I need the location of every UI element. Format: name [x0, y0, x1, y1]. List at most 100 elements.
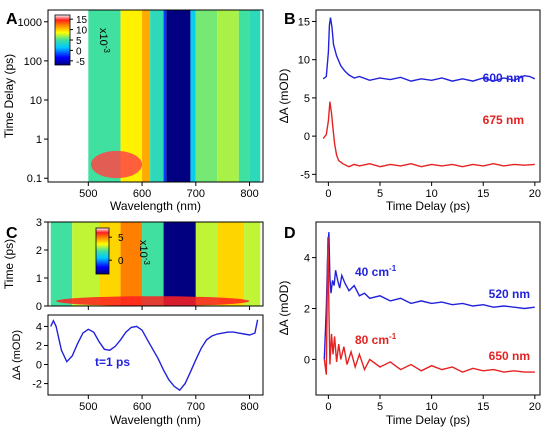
colorbar-a-tick-label: -5 — [76, 57, 85, 68]
heatmap-c-ylabel: Time (ps) — [2, 239, 16, 289]
spectrum-annotation: t=1 ps — [95, 355, 130, 369]
heatmap-a-cells — [48, 10, 263, 182]
heatmap-a-frame — [47, 9, 264, 183]
colorbar-a-tick-label: 15 — [76, 15, 88, 26]
colorbar-a — [54, 14, 71, 66]
heatmap-c-frame — [47, 221, 264, 307]
plot-b-series-1 — [322, 101, 535, 168]
heatmap-a-band — [150, 10, 164, 182]
plot-d-series — [323, 232, 535, 375]
plot-b-frame — [315, 9, 541, 183]
plot-b-xtick-label: 0 — [325, 188, 331, 200]
heatmap-a-hotspot — [91, 150, 143, 179]
series-label-675nm: 675 nm — [483, 113, 524, 127]
heatmap-a-xlabel: Wavelength (nm) — [110, 199, 201, 213]
plot-d-series-1 — [323, 237, 535, 375]
plot-d-xlabel: Time Delay (ps) — [386, 413, 470, 427]
heatmap-c-cells — [48, 222, 263, 306]
plot-c-xlabel: Wavelength (nm) — [110, 413, 201, 427]
plot-d-ylabel: ΔA (mOD) — [277, 281, 291, 336]
colorbar-c-tick-label: 0 — [118, 256, 124, 267]
heatmap-c-axes: 0 1 2 3 — [36, 217, 251, 313]
plot-c-ylabel: ΔA (mOD) — [11, 330, 23, 380]
heatmap-a-xtick-label: 600 — [133, 188, 151, 200]
plot-d-xtick-label: 10 — [425, 401, 437, 413]
plot-b-series-0 — [322, 17, 536, 82]
series-label-650nm: 650 nm — [489, 349, 530, 363]
heatmap-a-ytick-label: 100 — [24, 56, 42, 68]
plot-c-axes: 500 600 700 800 -2 0 2 4 — [32, 321, 259, 413]
plot-b-xtick-label: 15 — [477, 188, 489, 200]
heatmap-a-band — [166, 10, 191, 182]
colorbar-c-scale: x10-3 — [137, 240, 151, 265]
plot-c-ytick-label: 2 — [36, 340, 42, 352]
colorbar-a-tick-label: 10 — [76, 26, 88, 37]
plot-d-xtick-label: 20 — [529, 401, 541, 413]
plot-b-ytick-label: 10 — [298, 55, 310, 67]
heatmap-a-band — [142, 10, 151, 182]
heatmap-a-band — [195, 10, 218, 182]
plot-b-ytick-label: 5 — [304, 93, 310, 105]
colorbar-a-tick-label: 0 — [76, 46, 82, 57]
plot-b-xtick-label: 10 — [425, 188, 437, 200]
heatmap-c-hotspot — [56, 296, 250, 306]
plot-b-xtick-label: 5 — [377, 188, 383, 200]
heatmap-a-band — [238, 10, 250, 182]
plot-b-xlabel: Time Delay (ps) — [386, 199, 470, 213]
plot-c-ytick-label: 0 — [36, 360, 42, 372]
panel-letter-a: A — [6, 11, 18, 28]
panel-letter-d: D — [284, 225, 296, 242]
heatmap-c-band — [163, 222, 196, 306]
plot-c-xtick-label: 700 — [187, 401, 205, 413]
plot-c-xtick-label: 500 — [79, 401, 97, 413]
heatmap-a-ytick-label: 0.1 — [27, 173, 42, 185]
plot-b-ytick-label: 15 — [298, 16, 310, 28]
plot-d-ytick-label: 4 — [304, 253, 310, 265]
annotation-40cm: 40 cm-1 — [355, 264, 397, 279]
colorbar-a-scale: x10-3 — [97, 28, 111, 53]
panel-b-kinetics: 0 5 10 15 20 -5 0 5 10 15 600 nm 675 nm Time Dela… — [277, 9, 541, 213]
plot-c-xtick-label: 800 — [240, 401, 258, 413]
heatmap-c-band — [244, 222, 261, 306]
heatmap-a-band — [163, 10, 167, 182]
plot-b-xtick-label: 20 — [529, 188, 541, 200]
heatmap-c-ytick-label: 2 — [36, 245, 42, 257]
heatmap-a-ytick-label: 1000 — [18, 17, 42, 29]
heatmap-a-band — [190, 10, 196, 182]
panel-c-spectrum: 500 600 700 800 -2 0 2 4 t=1 ps Wavelength (nm)… — [11, 314, 264, 427]
plot-d-axes: 0 5 10 15 20 0 2 4 — [304, 253, 541, 413]
heatmap-c-ytick-label: 1 — [36, 273, 42, 285]
plot-b-ytick-label: -5 — [300, 169, 310, 181]
panel-letter-b: B — [284, 11, 296, 28]
colorbar-c-ticks: 50 — [109, 233, 124, 267]
plot-c-series-0 — [50, 319, 259, 392]
plot-c-ytick-label: -2 — [32, 379, 42, 391]
plot-b-ylabel: ΔA (mOD) — [277, 69, 291, 124]
plot-b-axes: 0 5 10 15 20 -5 0 5 10 15 — [298, 16, 541, 200]
heatmap-c-band — [72, 222, 100, 306]
plot-d-xtick-label: 5 — [377, 401, 383, 413]
plot-d-ytick-label: 2 — [304, 304, 310, 316]
heatmap-a-band — [120, 10, 143, 182]
plot-c-series — [50, 319, 259, 392]
plot-d-frame — [315, 221, 541, 396]
heatmap-c-band — [142, 222, 164, 306]
plot-c-xtick-label: 600 — [133, 401, 151, 413]
heatmap-a-ytick-label: 1 — [36, 134, 42, 146]
heatmap-a-band — [249, 10, 261, 182]
heatmap-c-band — [120, 222, 143, 306]
heatmap-a-xtick-label: 500 — [79, 188, 97, 200]
heatmap-a-xtick-label: 700 — [187, 188, 205, 200]
plot-d-xtick-label: 0 — [325, 401, 331, 413]
heatmap-a-ylabel: Time Delay (ps) — [2, 54, 16, 138]
heatmap-c-band — [195, 222, 218, 306]
series-label-600nm: 600 nm — [483, 71, 524, 85]
plot-c-ytick-label: 4 — [36, 321, 42, 333]
plot-c-frame — [47, 314, 264, 396]
plot-d-ytick-label: 0 — [304, 354, 310, 366]
